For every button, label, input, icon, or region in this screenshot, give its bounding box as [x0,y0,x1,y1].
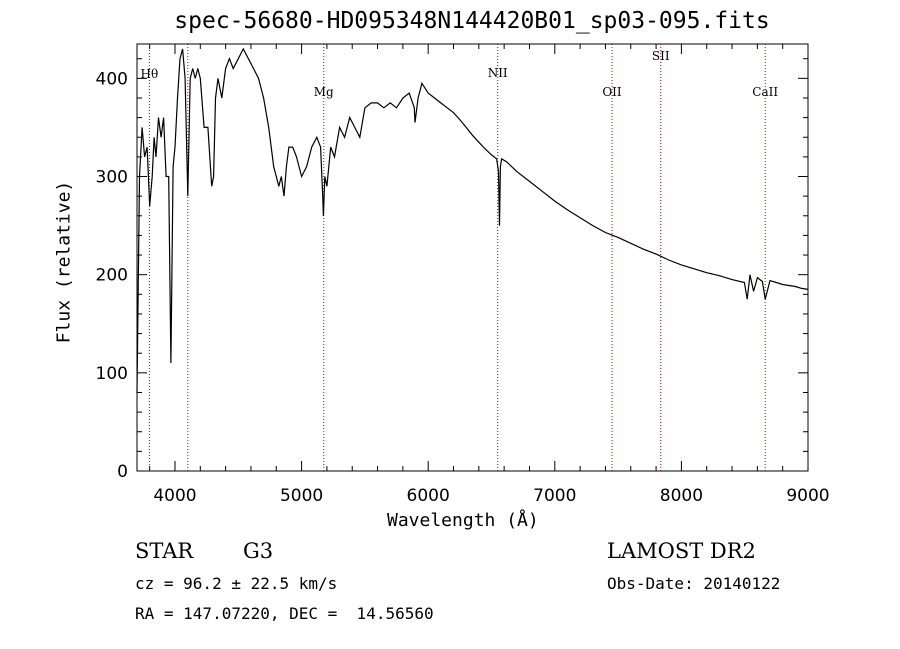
x-tick-label: 9000 [786,486,829,506]
spectral-line-label: NII [488,66,508,80]
y-tick-label: 0 [117,462,128,482]
x-tick-label: 5000 [280,486,323,506]
spectral-line-label: Mg [314,85,334,99]
x-tick-label: 4000 [153,486,196,506]
y-tick-label: 400 [96,69,128,89]
obs-date-text: Obs-Date: 20140122 [607,574,781,593]
y-tick-label: 300 [96,168,128,188]
x-tick-label: 6000 [407,486,450,506]
spectral-line-label: CaII [752,85,778,99]
object-subclass: G3 [243,539,274,563]
spectrum-series-line [136,47,809,393]
redshift-text: cz = 96.2 ± 22.5 km/s [135,574,338,593]
spectral-line-label: OII [602,85,622,99]
plot-area-frame [136,43,809,472]
spectral-line-label: SII [652,49,670,63]
chart-title: spec-56680-HD095348N144420B01_sp03-095.f… [174,8,770,34]
y-tick-label: 200 [96,266,128,286]
spectral-line-label: Hθ [141,67,159,81]
y-axis-label: Flux (relative) [53,180,75,344]
object-class: STAR [135,539,194,563]
x-tick-label: 8000 [660,486,703,506]
coordinates-text: RA = 147.07220, DEC = 14.56560 [135,604,434,623]
x-tick-label: 7000 [533,486,576,506]
y-tick-label: 100 [96,364,128,384]
x-axis-label: Wavelength (Å) [387,510,539,531]
survey-name: LAMOST DR2 [607,539,756,563]
